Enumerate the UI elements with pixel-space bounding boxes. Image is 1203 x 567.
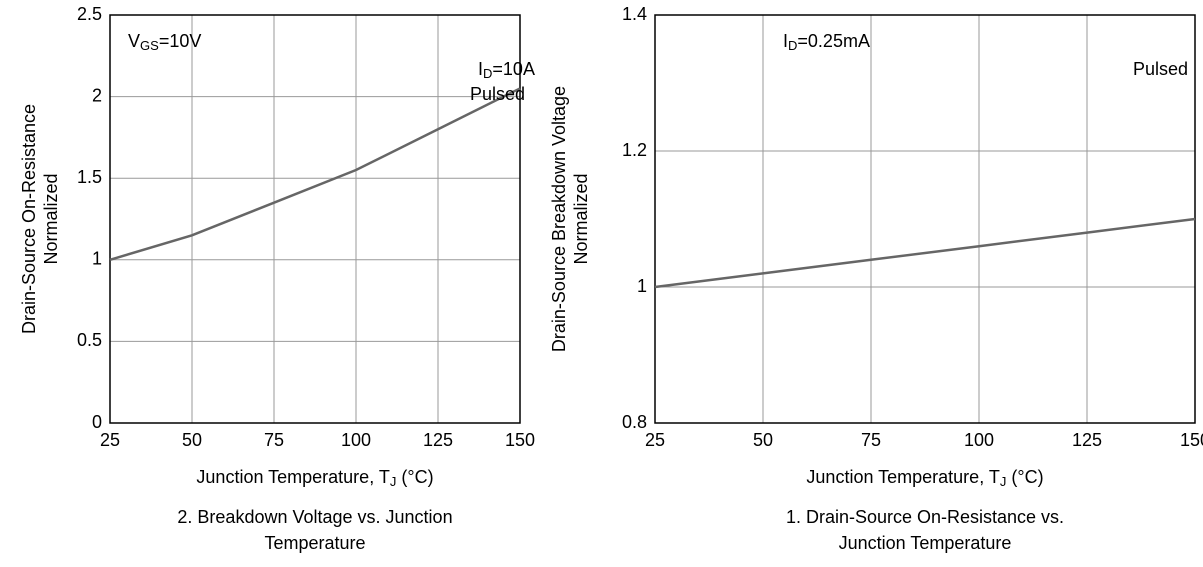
x-axis-label: Junction Temperature, TJ (°C) bbox=[806, 467, 1043, 490]
x-tick-label: 75 bbox=[264, 430, 284, 450]
x-axis-label: Junction Temperature, TJ (°C) bbox=[196, 467, 433, 490]
x-tick-label: 50 bbox=[182, 430, 202, 450]
data-line bbox=[654, 217, 1196, 289]
annotation-main: V bbox=[128, 31, 140, 51]
annotation: Pulsed bbox=[1133, 59, 1188, 79]
x-tick-label: 125 bbox=[1072, 430, 1102, 450]
y-tick-label: 2 bbox=[92, 85, 102, 105]
x-tick-label: 25 bbox=[645, 430, 665, 450]
data-line bbox=[109, 87, 521, 261]
x-tick-label: 100 bbox=[964, 430, 994, 450]
x-tick-label: 125 bbox=[423, 430, 453, 450]
caption: Junction Temperature bbox=[839, 533, 1012, 553]
x-axis-label-main: Junction Temperature, T bbox=[806, 467, 999, 487]
caption: 2. Breakdown Voltage vs. Junction bbox=[177, 507, 452, 527]
y-tick-label: 1.2 bbox=[622, 140, 647, 160]
y-tick-label: 2.5 bbox=[77, 4, 102, 24]
y-axis-label: Normalized bbox=[571, 173, 591, 264]
y-axis-label: Normalized bbox=[41, 173, 61, 264]
x-axis-label-rest: (°C) bbox=[396, 467, 433, 487]
annotation-rest: =0.25mA bbox=[797, 31, 870, 51]
x-tick-label: 150 bbox=[1180, 430, 1203, 450]
y-tick-label: 0.5 bbox=[77, 330, 102, 350]
caption: Temperature bbox=[264, 533, 365, 553]
plot-frame bbox=[109, 14, 521, 424]
y-tick-label: 1 bbox=[92, 249, 102, 269]
y-tick-label: 0.8 bbox=[622, 412, 647, 432]
y-axis-label: Drain-Source On-Resistance bbox=[19, 104, 39, 334]
y-tick-label: 0 bbox=[92, 412, 102, 432]
x-tick-label: 100 bbox=[341, 430, 371, 450]
annotation-sub: GS bbox=[140, 38, 159, 53]
annotation-sub: D bbox=[788, 38, 797, 53]
annotation: ID=0.25mA bbox=[783, 31, 870, 54]
x-axis-label-main: Junction Temperature, T bbox=[196, 467, 389, 487]
x-tick-label: 50 bbox=[753, 430, 773, 450]
y-tick-label: 1.4 bbox=[622, 4, 647, 24]
plot-frame bbox=[654, 14, 1196, 424]
x-axis-label-sub: J bbox=[390, 474, 397, 489]
y-axis-label: Drain-Source Breakdown Voltage bbox=[549, 86, 569, 352]
annotation-rest: =10V bbox=[159, 31, 202, 51]
x-tick-label: 75 bbox=[861, 430, 881, 450]
y-tick-label: 1 bbox=[637, 276, 647, 296]
annotation: ID=10A bbox=[478, 59, 535, 82]
caption: 1. Drain-Source On-Resistance vs. bbox=[786, 507, 1064, 527]
x-axis-label-rest: (°C) bbox=[1006, 467, 1043, 487]
annotation-rest: =10A bbox=[492, 59, 535, 79]
annotation-sub: D bbox=[483, 66, 492, 81]
annotation-main: Pulsed bbox=[470, 84, 525, 104]
x-tick-label: 25 bbox=[100, 430, 120, 450]
annotation: Pulsed bbox=[470, 84, 525, 104]
y-tick-label: 1.5 bbox=[77, 167, 102, 187]
x-tick-label: 150 bbox=[505, 430, 535, 450]
annotation-main: I bbox=[478, 59, 483, 79]
annotation: VGS=10V bbox=[128, 31, 201, 54]
x-axis-label-sub: J bbox=[1000, 474, 1007, 489]
annotation-main: Pulsed bbox=[1133, 59, 1188, 79]
annotation-main: I bbox=[783, 31, 788, 51]
